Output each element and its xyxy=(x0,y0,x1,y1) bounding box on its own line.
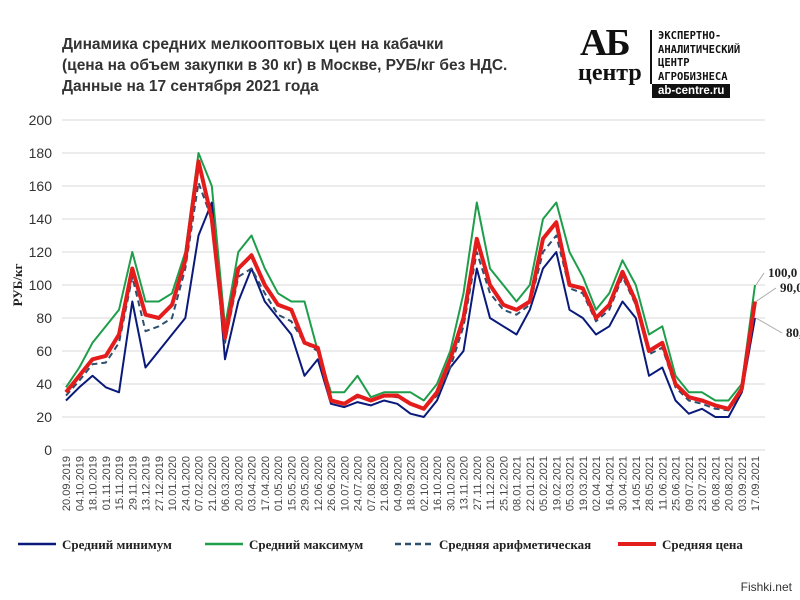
y-tick-label: 0 xyxy=(44,442,52,458)
series-line-2 xyxy=(65,181,756,412)
legend-label: Средний максимум xyxy=(249,537,363,552)
y-tick-label: 200 xyxy=(29,112,53,128)
x-tick-label: 16.10.2020 xyxy=(432,456,444,511)
x-tick-label: 01.05.2020 xyxy=(273,456,285,511)
x-tick-label: 22.01.2021 xyxy=(525,456,537,511)
x-tick-label: 13.12.2019 xyxy=(141,456,153,511)
x-tick-label: 02.04.2021 xyxy=(591,456,603,511)
data-label-leader xyxy=(755,272,765,286)
x-tick-label: 18.09.2020 xyxy=(406,456,418,511)
y-axis-label: РУБ/кг xyxy=(10,264,25,307)
x-tick-label: 20.09.2019 xyxy=(61,456,73,511)
x-tick-label: 19.02.2021 xyxy=(551,456,563,511)
x-tick-label: 27.12.2019 xyxy=(154,456,166,511)
watermark: Fishki.net xyxy=(740,580,792,594)
x-tick-label: 15.05.2020 xyxy=(286,456,298,511)
x-tick-label: 28.05.2021 xyxy=(644,456,656,511)
x-tick-label: 09.07.2021 xyxy=(684,456,696,511)
x-tick-label: 18.10.2019 xyxy=(88,456,100,511)
x-tick-label: 06.03.2020 xyxy=(220,456,232,511)
legend-label: Средняя цена xyxy=(662,537,743,552)
x-tick-label: 21.08.2020 xyxy=(379,456,391,511)
x-tick-label: 10.07.2020 xyxy=(339,456,351,511)
x-tick-label: 15.11.2019 xyxy=(114,456,126,510)
logo-word: центр xyxy=(578,60,642,86)
x-tick-label: 29.11.2019 xyxy=(127,456,139,510)
y-tick-label: 80 xyxy=(36,310,52,326)
end-data-label: 100,0 xyxy=(768,265,797,280)
x-tick-label: 30.04.2021 xyxy=(618,456,630,511)
x-tick-label: 05.02.2021 xyxy=(538,456,550,511)
x-tick-label: 08.01.2021 xyxy=(512,456,524,511)
end-data-label: 90,0 xyxy=(780,280,800,295)
y-tick-label: 100 xyxy=(29,277,53,293)
x-tick-label: 26.06.2020 xyxy=(326,456,338,511)
x-tick-label: 04.10.2019 xyxy=(74,456,86,511)
x-tick-label: 24.07.2020 xyxy=(353,456,365,511)
x-tick-label: 23.07.2021 xyxy=(697,456,709,511)
org-line: ЭКСПЕРТНО- xyxy=(658,30,722,42)
series-line-1 xyxy=(65,152,756,402)
title-line: Данные на 17 сентября 2021 года xyxy=(62,78,319,95)
y-tick-label: 140 xyxy=(29,211,53,227)
x-tick-label: 27.11.2020 xyxy=(472,456,484,510)
x-tick-label: 21.02.2020 xyxy=(207,456,219,511)
x-tick-label: 24.01.2020 xyxy=(180,456,192,511)
x-tick-label: 03.09.2021 xyxy=(737,456,749,511)
x-tick-label: 20.08.2021 xyxy=(724,456,736,511)
y-tick-label: 180 xyxy=(29,145,53,161)
x-tick-label: 04.09.2020 xyxy=(392,456,404,511)
y-tick-label: 120 xyxy=(29,244,53,260)
x-tick-label: 17.04.2020 xyxy=(260,456,272,511)
x-tick-label: 11.06.2021 xyxy=(657,456,669,510)
org-line: ЦЕНТР xyxy=(658,57,690,69)
logo-divider xyxy=(650,30,652,84)
chart-title: Динамика средних мелкооптовых цен на каб… xyxy=(62,34,507,97)
y-tick-label: 40 xyxy=(36,376,52,392)
x-tick-label: 30.10.2020 xyxy=(445,456,457,511)
data-label-leader xyxy=(755,287,777,302)
x-tick-label: 11.12.2020 xyxy=(485,456,497,510)
x-tick-label: 20.03.2020 xyxy=(233,456,245,511)
x-tick-label: 25.06.2021 xyxy=(671,456,683,511)
x-tick-label: 07.08.2020 xyxy=(366,456,378,511)
x-tick-label: 06.08.2021 xyxy=(710,456,722,511)
logo-mark: АБ xyxy=(580,22,631,64)
org-line: АГРОБИЗНЕСА xyxy=(658,70,728,83)
legend-label: Средний минимум xyxy=(62,537,172,552)
title-line: Динамика средних мелкооптовых цен на каб… xyxy=(62,36,444,53)
x-tick-label: 10.01.2020 xyxy=(167,456,179,511)
x-tick-label: 17.09.2021 xyxy=(750,456,762,511)
end-data-label: 80,0 xyxy=(786,325,800,340)
data-label-leader xyxy=(755,317,783,334)
x-tick-label: 01.11.2019 xyxy=(101,456,113,510)
x-tick-label: 16.04.2021 xyxy=(604,456,616,511)
x-tick-label: 05.03.2021 xyxy=(565,456,577,511)
x-tick-label: 14.05.2021 xyxy=(631,456,643,511)
logo-org-name: ЭКСПЕРТНО- АНАЛИТИЧЕСКИЙ ЦЕНТР АГРОБИЗНЕ… xyxy=(658,30,740,84)
title-line: (цена на объем закупки в 30 кг) в Москве… xyxy=(62,57,508,74)
x-tick-label: 02.10.2020 xyxy=(419,456,431,511)
logo-url: ab-centre.ru xyxy=(652,84,731,98)
ab-centre-logo: АБ центр ЭКСПЕРТНО- АНАЛИТИЧЕСКИЙ ЦЕНТР … xyxy=(576,22,796,102)
x-tick-label: 19.03.2021 xyxy=(578,456,590,511)
x-tick-label: 25.12.2020 xyxy=(498,456,510,511)
x-tick-label: 12.06.2020 xyxy=(313,456,325,511)
x-tick-label: 29.05.2020 xyxy=(300,456,312,511)
x-tick-label: 03.04.2020 xyxy=(247,456,259,511)
x-tick-label: 07.02.2020 xyxy=(194,456,206,511)
legend-label: Средняя арифметическая xyxy=(439,537,591,552)
x-tick-label: 13.11.2020 xyxy=(459,456,471,510)
y-tick-label: 20 xyxy=(36,409,52,425)
y-tick-label: 160 xyxy=(29,178,53,194)
y-tick-label: 60 xyxy=(36,343,52,359)
org-line: АНАЛИТИЧЕСКИЙ xyxy=(658,43,741,56)
